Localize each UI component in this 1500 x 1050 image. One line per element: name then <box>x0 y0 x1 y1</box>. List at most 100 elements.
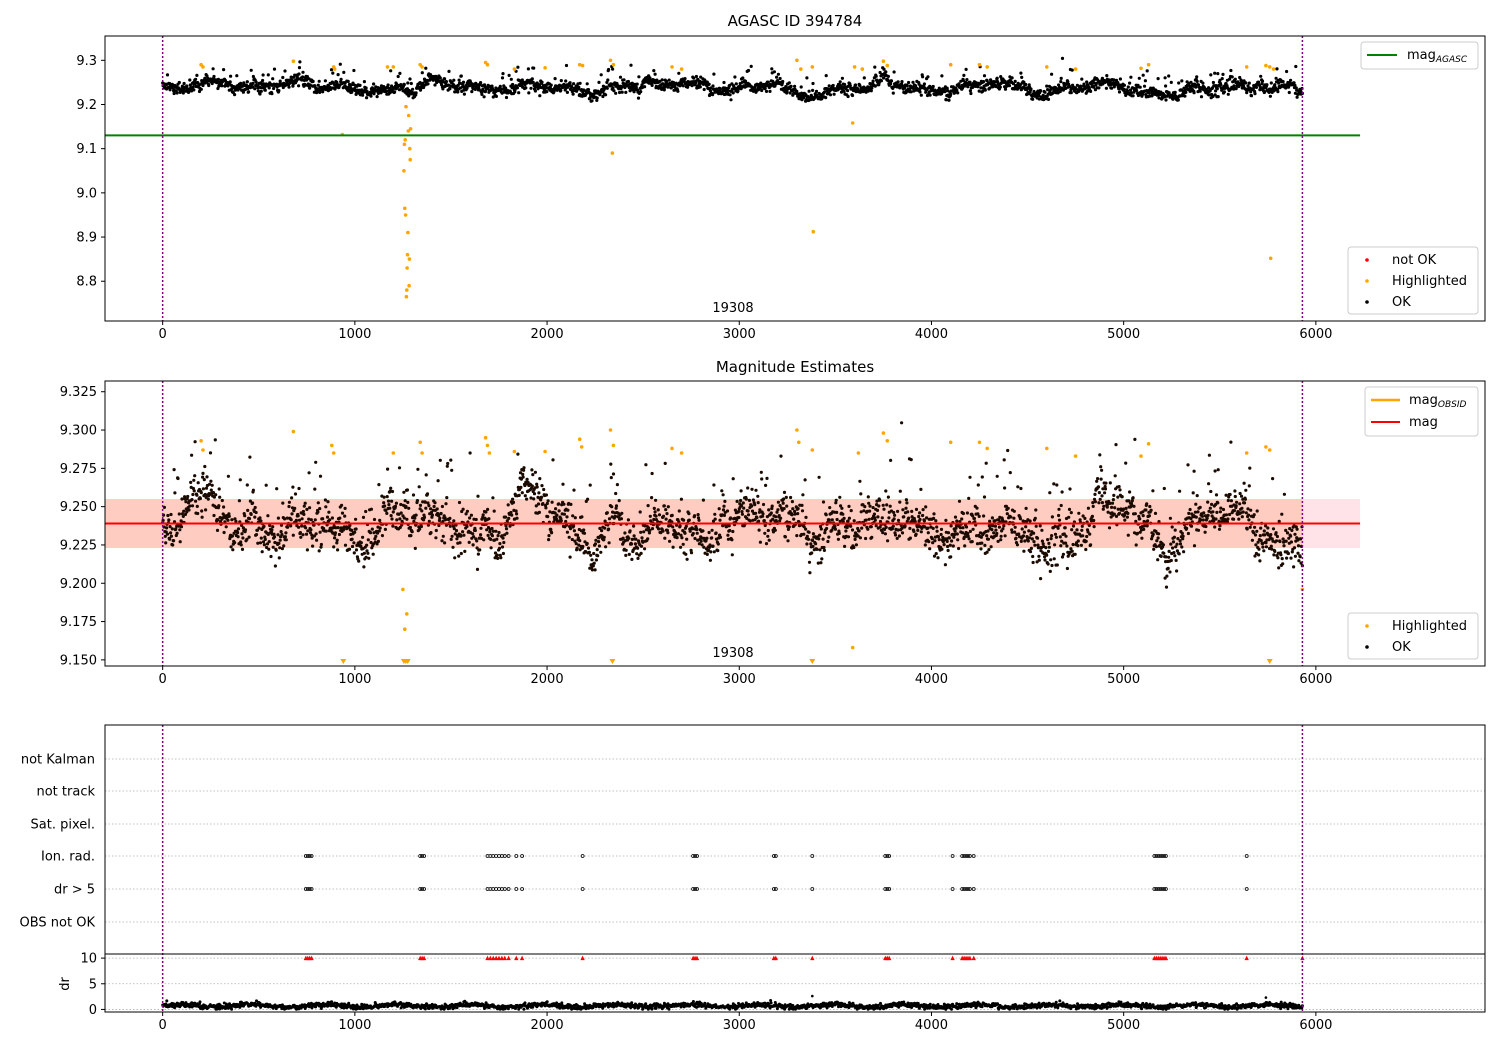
ok-point <box>814 89 819 93</box>
ok-point <box>840 506 844 510</box>
ok-point <box>800 91 804 95</box>
ok-point <box>385 495 389 499</box>
ok-point <box>185 84 189 88</box>
ok-point <box>311 79 315 83</box>
ok-point <box>335 538 339 542</box>
ok-point <box>564 63 569 68</box>
ok-point <box>190 498 194 502</box>
ok-point <box>949 524 953 528</box>
ok-point <box>196 511 200 516</box>
ok-point <box>302 512 306 517</box>
ok-point <box>452 519 456 523</box>
ok-point <box>727 524 731 528</box>
ok-point <box>605 511 609 515</box>
ok-point <box>1060 490 1064 494</box>
ok-point <box>474 517 478 522</box>
ok-point <box>1146 519 1150 523</box>
ok-point <box>980 475 984 479</box>
ok-point <box>689 551 694 555</box>
ok-point <box>419 524 423 529</box>
ok-point <box>187 508 191 512</box>
ok-point <box>1107 526 1112 530</box>
highlighted-point <box>402 142 407 147</box>
ok-point <box>1046 538 1050 542</box>
ok-point <box>278 546 282 550</box>
ok-point <box>630 557 634 562</box>
ok-point <box>1055 563 1059 567</box>
ok-point <box>835 517 839 522</box>
legend-marker-highlighted <box>1365 279 1369 283</box>
ok-point <box>1038 524 1042 528</box>
ok-point <box>210 81 214 86</box>
ok-point <box>976 85 980 89</box>
ok-point <box>302 504 306 508</box>
ok-point <box>642 530 646 534</box>
ok-point <box>848 84 852 88</box>
ok-point <box>811 88 815 92</box>
ok-point <box>1044 546 1048 550</box>
ok-point <box>1024 525 1028 529</box>
ok-point <box>664 79 669 83</box>
ok-point <box>1230 75 1234 79</box>
ok-point <box>886 539 890 543</box>
highlighted-point <box>1268 256 1273 261</box>
ok-point <box>417 485 421 489</box>
ok-point <box>784 495 788 499</box>
ok-point <box>354 92 358 96</box>
ok-point <box>1113 506 1117 510</box>
ok-point <box>1157 532 1161 536</box>
ok-point <box>509 77 513 81</box>
ok-point <box>333 536 337 540</box>
ok-point <box>1189 80 1193 84</box>
ok-point <box>531 473 535 477</box>
ok-point <box>1265 83 1269 87</box>
ok-point <box>988 519 992 523</box>
y-tick-label: 8.9 <box>76 231 97 246</box>
ok-point <box>1145 502 1149 506</box>
ok-point <box>230 534 234 538</box>
ok-point <box>910 509 914 513</box>
ok-point <box>864 518 868 522</box>
ok-point <box>1037 554 1041 558</box>
ok-point <box>886 495 891 499</box>
ok-point <box>338 62 342 66</box>
ok-point <box>504 515 508 519</box>
ok-point <box>917 514 921 519</box>
ok-point <box>757 519 761 523</box>
ok-point <box>318 507 322 511</box>
ok-point <box>195 504 199 508</box>
ok-point <box>900 531 905 535</box>
ok-point <box>361 93 365 97</box>
ok-point <box>824 96 828 100</box>
highlighted-point <box>543 66 547 70</box>
ok-point <box>893 533 898 537</box>
ok-point <box>908 526 912 531</box>
ok-point <box>619 517 624 521</box>
ok-point <box>995 76 999 80</box>
ok-point <box>272 532 276 536</box>
ok-point <box>760 88 764 93</box>
ok-point <box>261 73 265 77</box>
ok-point <box>1046 562 1050 566</box>
ok-point <box>1057 518 1062 522</box>
ok-point <box>169 531 173 535</box>
ok-point <box>1254 85 1258 89</box>
ok-point <box>394 501 398 505</box>
ok-point <box>729 98 733 102</box>
ok-point <box>804 527 808 531</box>
ok-point <box>343 506 347 510</box>
ok-point <box>711 544 715 548</box>
ok-point <box>900 421 904 425</box>
legend-marker-ok <box>1365 300 1369 304</box>
ok-point <box>1144 508 1148 512</box>
ok-point <box>705 80 709 84</box>
ok-point <box>461 507 465 511</box>
ok-point <box>693 514 697 518</box>
ok-point <box>305 75 309 79</box>
ok-point <box>284 531 288 535</box>
ok-point <box>169 512 173 517</box>
ok-point <box>178 540 182 544</box>
plot-area <box>105 36 1361 321</box>
ok-point <box>626 518 631 522</box>
